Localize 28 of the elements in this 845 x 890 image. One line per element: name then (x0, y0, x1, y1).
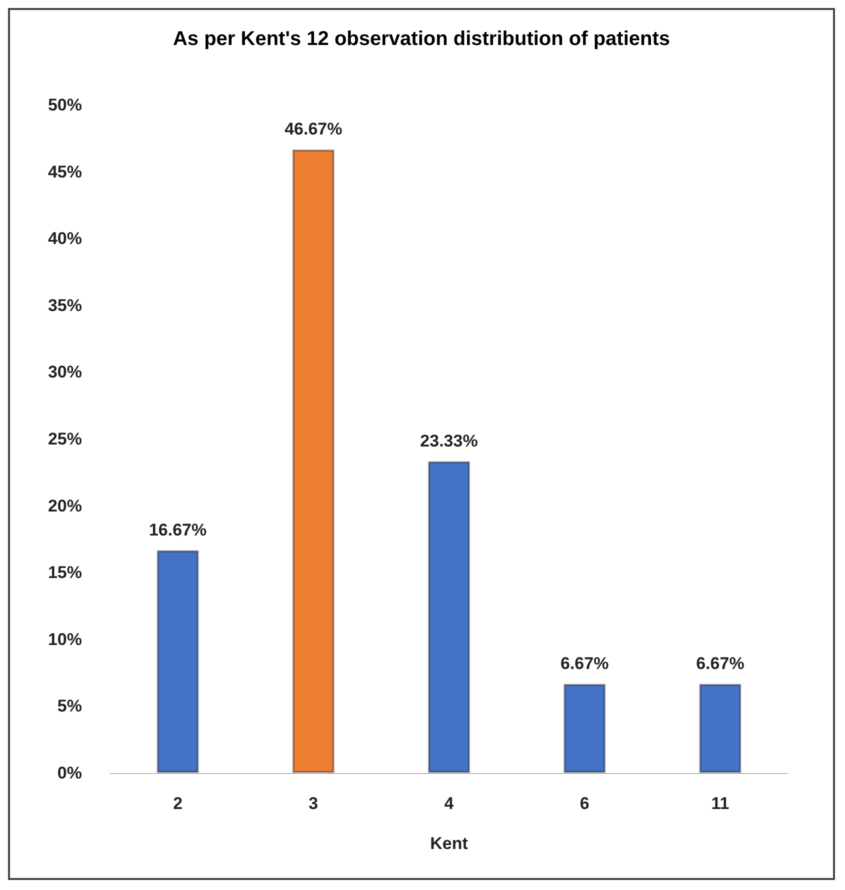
x-axis-title: Kent (430, 834, 468, 853)
chart-title: As per Kent's 12 observation distribution of patients (172, 28, 670, 50)
bar (292, 149, 334, 773)
y-tick-label: 35% (48, 296, 82, 315)
x-tick-label: 11 (711, 794, 730, 813)
y-tick-label: 15% (48, 563, 82, 582)
data-label: 46.67% (284, 119, 342, 138)
bar (428, 461, 470, 773)
y-tick-label: 10% (48, 630, 82, 649)
data-label: 23.33% (420, 431, 478, 450)
y-tick-label: 20% (48, 496, 82, 516)
data-label: 16.67% (148, 520, 207, 540)
bar (564, 684, 606, 773)
data-label: 6.67% (696, 654, 744, 673)
y-tick-label: 50% (48, 96, 82, 114)
y-tick-label: 5% (57, 696, 82, 716)
bar (699, 684, 742, 773)
x-tick-label: 6 (580, 794, 590, 813)
bar (156, 550, 199, 773)
x-tick-label: 3 (308, 794, 318, 813)
y-tick-label: 0% (57, 764, 82, 782)
y-tick-label: 30% (48, 362, 82, 382)
y-tick-label: 40% (48, 229, 82, 248)
y-tick-label: 45% (48, 162, 82, 182)
x-tick-label: 4 (444, 794, 454, 813)
x-tick-label: 2 (173, 794, 183, 813)
data-label: 6.67% (560, 654, 609, 673)
y-tick-label: 25% (48, 430, 82, 448)
